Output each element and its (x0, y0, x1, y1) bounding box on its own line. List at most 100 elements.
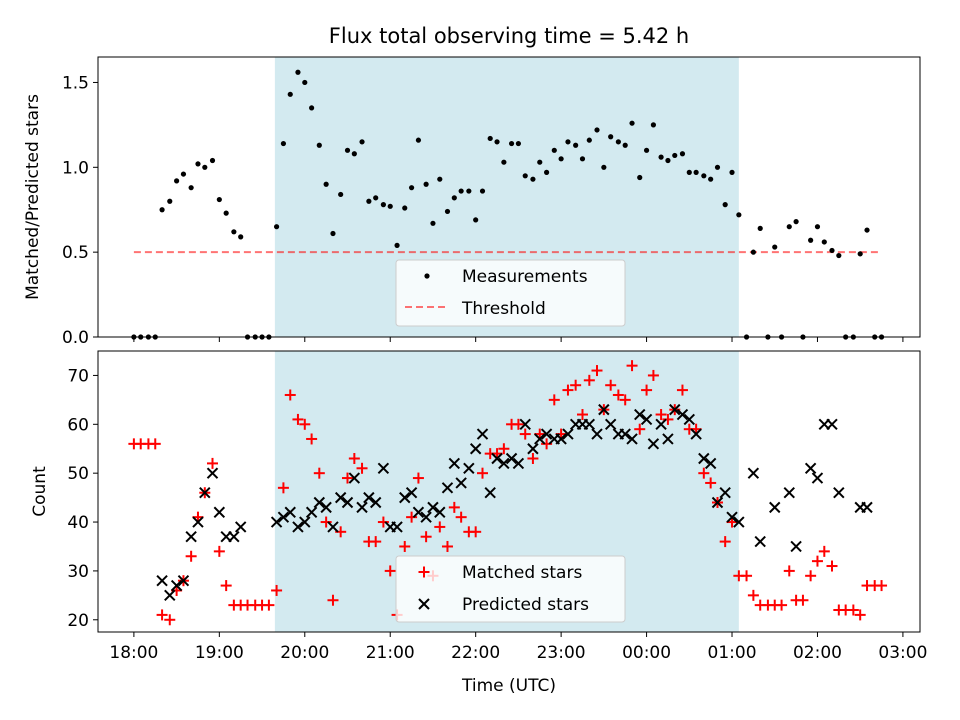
predicted-star-points (156, 403, 873, 602)
measurement-point (508, 140, 515, 147)
matched-star-point (434, 521, 446, 533)
matched-star-point (826, 560, 838, 572)
predicted-star-point (156, 574, 168, 587)
measurement-point (836, 252, 842, 259)
matched-star-point (527, 453, 539, 465)
predicted-star-point (519, 418, 531, 431)
measurement-point (408, 185, 415, 191)
ratio-y-axis-label: Matched/Predicted stars (23, 94, 43, 300)
legend-matched-plus (418, 566, 430, 578)
predicted-star-point (177, 574, 190, 587)
measurement-point (444, 208, 451, 215)
matched-star-point (818, 545, 830, 557)
legend-predicted-cross (418, 598, 430, 610)
matched-star-point (811, 555, 823, 567)
measurement-point (380, 202, 386, 208)
predicted-star-point (555, 433, 567, 445)
matched-star-point (320, 516, 332, 528)
measurement-point (387, 203, 393, 209)
predicted-star-point (369, 496, 382, 509)
measurement-point (330, 230, 336, 237)
measurement-point (394, 242, 400, 248)
measurement-point (359, 139, 365, 145)
matched-star-point (455, 511, 467, 523)
legend-matched-marker (418, 566, 430, 578)
matched-star-point (412, 472, 424, 484)
measurement-point (729, 169, 735, 175)
matched-star-point (776, 599, 788, 611)
measurement-point (736, 212, 742, 218)
measurement-point (629, 120, 635, 126)
legend-predicted-marker (418, 598, 430, 610)
measurement-point (302, 79, 308, 86)
measurement-point (195, 161, 201, 167)
predicted-star-point (505, 452, 518, 465)
matched-star-point (655, 409, 667, 421)
x-tick-label: 03:00 (878, 643, 927, 663)
predicted-star-point (747, 467, 760, 479)
y-tick-label: 20 (67, 611, 89, 631)
predicted-star-point (284, 506, 296, 518)
predicted-star-point (391, 521, 403, 533)
predicted-star-point (640, 413, 653, 426)
matched-star-point (612, 389, 624, 401)
matched-star-point (299, 418, 311, 430)
measurement-point (188, 185, 194, 191)
matched-star-point (185, 550, 197, 562)
measurement-point (373, 195, 379, 201)
predicted-star-point (377, 462, 390, 474)
matched-star-point (206, 457, 218, 469)
predicted-star-point (604, 418, 617, 431)
measurement-point (786, 224, 792, 230)
predicted-star-point (164, 589, 176, 602)
measurement-point (167, 198, 173, 204)
measurement-point (316, 142, 322, 148)
matched-star-point (271, 584, 283, 596)
predicted-star-point (562, 428, 574, 440)
matched-star-point (284, 389, 296, 401)
matched-star-point (676, 384, 688, 396)
matched-star-point (583, 374, 595, 386)
predicted-star-point (206, 467, 219, 479)
predicted-star-point (583, 418, 596, 431)
matched-star-point (805, 570, 817, 582)
measurement-point (693, 169, 699, 175)
predicted-star-point (420, 511, 432, 523)
matched-star-point (498, 443, 510, 455)
predicted-star-point (185, 530, 197, 543)
predicted-star-point (591, 428, 603, 440)
predicted-star-point (484, 487, 496, 499)
measurement-point (594, 127, 600, 133)
measurement-point (537, 159, 543, 165)
predicted-star-point (683, 413, 696, 426)
y-tick-label: 70 (67, 366, 89, 386)
predicted-star-point (512, 457, 525, 470)
measurement-point (473, 217, 479, 223)
predicted-star-point (804, 462, 817, 474)
measurement-point (494, 139, 500, 145)
legend-measurement-marker (424, 273, 430, 279)
matched-star-point (626, 360, 638, 372)
measurement-point (501, 159, 507, 165)
ratio-panel: 0.0 0.5 1.0 1.5 Matched/Predicted stars Mea… (23, 56, 921, 348)
matched-star-point (705, 477, 717, 489)
measurement-point (679, 151, 686, 157)
y-tick-label: 40 (67, 513, 89, 533)
predicted-star-point (405, 487, 418, 499)
measurement-point (238, 234, 244, 240)
legend-threshold-label: Threshold (461, 299, 546, 319)
matched-star-points (128, 360, 888, 626)
ratio-legend: Measurements Threshold (395, 259, 626, 327)
measurement-point (451, 195, 457, 201)
measurement-point (466, 188, 472, 194)
y-tick-label: 0.0 (62, 328, 89, 348)
predicted-star-point (427, 501, 439, 514)
predicted-star-point (626, 433, 638, 445)
measurement-point (338, 191, 344, 198)
predicted-star-point (270, 516, 283, 528)
y-tick-label: 50 (67, 464, 89, 484)
predicted-star-point (434, 506, 446, 518)
measurement-point (530, 176, 536, 182)
measurement-point (757, 225, 763, 231)
predicted-star-point (292, 521, 304, 533)
